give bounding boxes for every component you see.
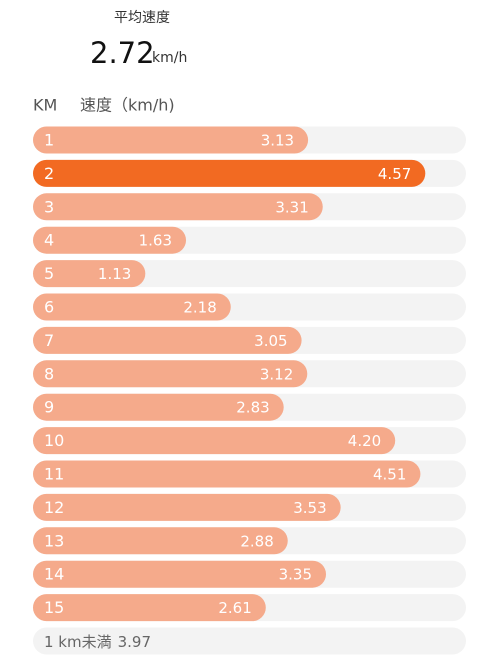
summary-value: 2.72 bbox=[90, 36, 155, 70]
bar bbox=[33, 460, 421, 488]
speed-label: 3.31 bbox=[275, 198, 308, 216]
km-label: 10 bbox=[44, 431, 64, 450]
bar bbox=[33, 493, 341, 521]
km-label: 3 bbox=[44, 197, 54, 216]
speed-label: 3.12 bbox=[260, 365, 293, 383]
km-label: 13 bbox=[44, 531, 64, 550]
km-label: 15 bbox=[44, 598, 64, 617]
bar bbox=[33, 560, 327, 588]
bar bbox=[33, 293, 231, 321]
km-label: 4 bbox=[44, 231, 54, 250]
bar bbox=[33, 126, 309, 154]
bar bbox=[33, 260, 146, 288]
km-label: 5 bbox=[44, 264, 54, 283]
km-label: 7 bbox=[44, 331, 54, 350]
km-label: 14 bbox=[44, 565, 64, 584]
km-label: 8 bbox=[44, 364, 54, 383]
km-label: 2 bbox=[44, 164, 54, 183]
speed-label: 3.53 bbox=[293, 499, 326, 517]
speed-label: 1.63 bbox=[139, 232, 172, 250]
column-header: 速度（km/h) bbox=[80, 96, 175, 115]
summary-label: 平均速度 bbox=[114, 10, 170, 26]
km-label: 1 bbox=[44, 131, 54, 150]
summary-unit: km/h bbox=[152, 50, 187, 66]
bar bbox=[33, 594, 266, 622]
speed-label: 2.83 bbox=[236, 399, 269, 417]
speed-label: 4.57 bbox=[378, 165, 411, 183]
bar bbox=[33, 326, 302, 354]
km-label: 11 bbox=[44, 465, 64, 484]
km-label: 12 bbox=[44, 498, 64, 517]
bar-track bbox=[33, 627, 466, 655]
bar bbox=[33, 427, 396, 455]
bar bbox=[33, 193, 323, 221]
bar bbox=[33, 226, 187, 254]
speed-label: 3.05 bbox=[254, 332, 287, 350]
remainder: 1 km未満 3.97 bbox=[44, 633, 151, 651]
km-label: 6 bbox=[44, 298, 54, 317]
speed-label: 2.18 bbox=[183, 299, 216, 317]
speed-label: 3.35 bbox=[279, 566, 312, 584]
bar bbox=[33, 159, 426, 187]
remainder-value: 3.97 bbox=[118, 633, 151, 651]
column-header: KM bbox=[33, 96, 57, 115]
bar bbox=[33, 393, 284, 421]
speed-label: 3.13 bbox=[261, 132, 294, 150]
bar bbox=[33, 527, 288, 555]
speed-label: 4.20 bbox=[348, 432, 381, 450]
speed-label: 2.61 bbox=[218, 599, 251, 617]
remainder-label: 1 km未満 bbox=[44, 633, 112, 651]
speed-label: 4.51 bbox=[373, 466, 406, 484]
speed-label: 1.13 bbox=[98, 265, 131, 283]
speed-label: 2.88 bbox=[240, 532, 273, 550]
bar bbox=[33, 360, 308, 388]
km-label: 9 bbox=[44, 398, 54, 417]
